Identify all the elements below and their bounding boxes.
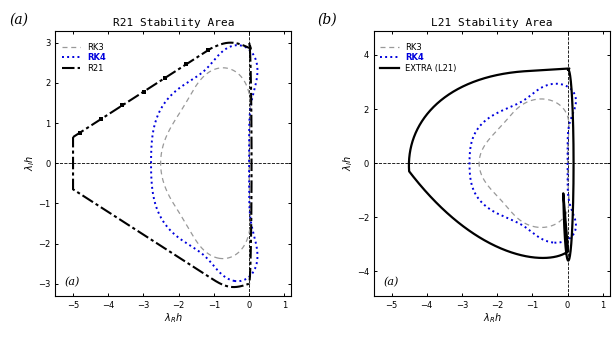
Y-axis label: $\lambda_I h$: $\lambda_I h$ [342,155,355,171]
X-axis label: $\lambda_R h$: $\lambda_R h$ [164,311,183,325]
Title: R21 Stability Area: R21 Stability Area [113,18,234,29]
Legend: RK3, RK4, EXTRA (L21): RK3, RK4, EXTRA (L21) [381,43,457,73]
Text: (a): (a) [9,13,28,27]
Title: L21 Stability Area: L21 Stability Area [431,18,553,29]
Y-axis label: $\lambda_I h$: $\lambda_I h$ [23,155,37,171]
X-axis label: $\lambda_R h$: $\lambda_R h$ [482,311,501,325]
Text: (b): (b) [317,13,337,27]
Text: (a): (a) [65,277,80,287]
Text: (a): (a) [383,277,399,287]
Legend: RK3, RK4, R21: RK3, RK4, R21 [62,43,106,73]
